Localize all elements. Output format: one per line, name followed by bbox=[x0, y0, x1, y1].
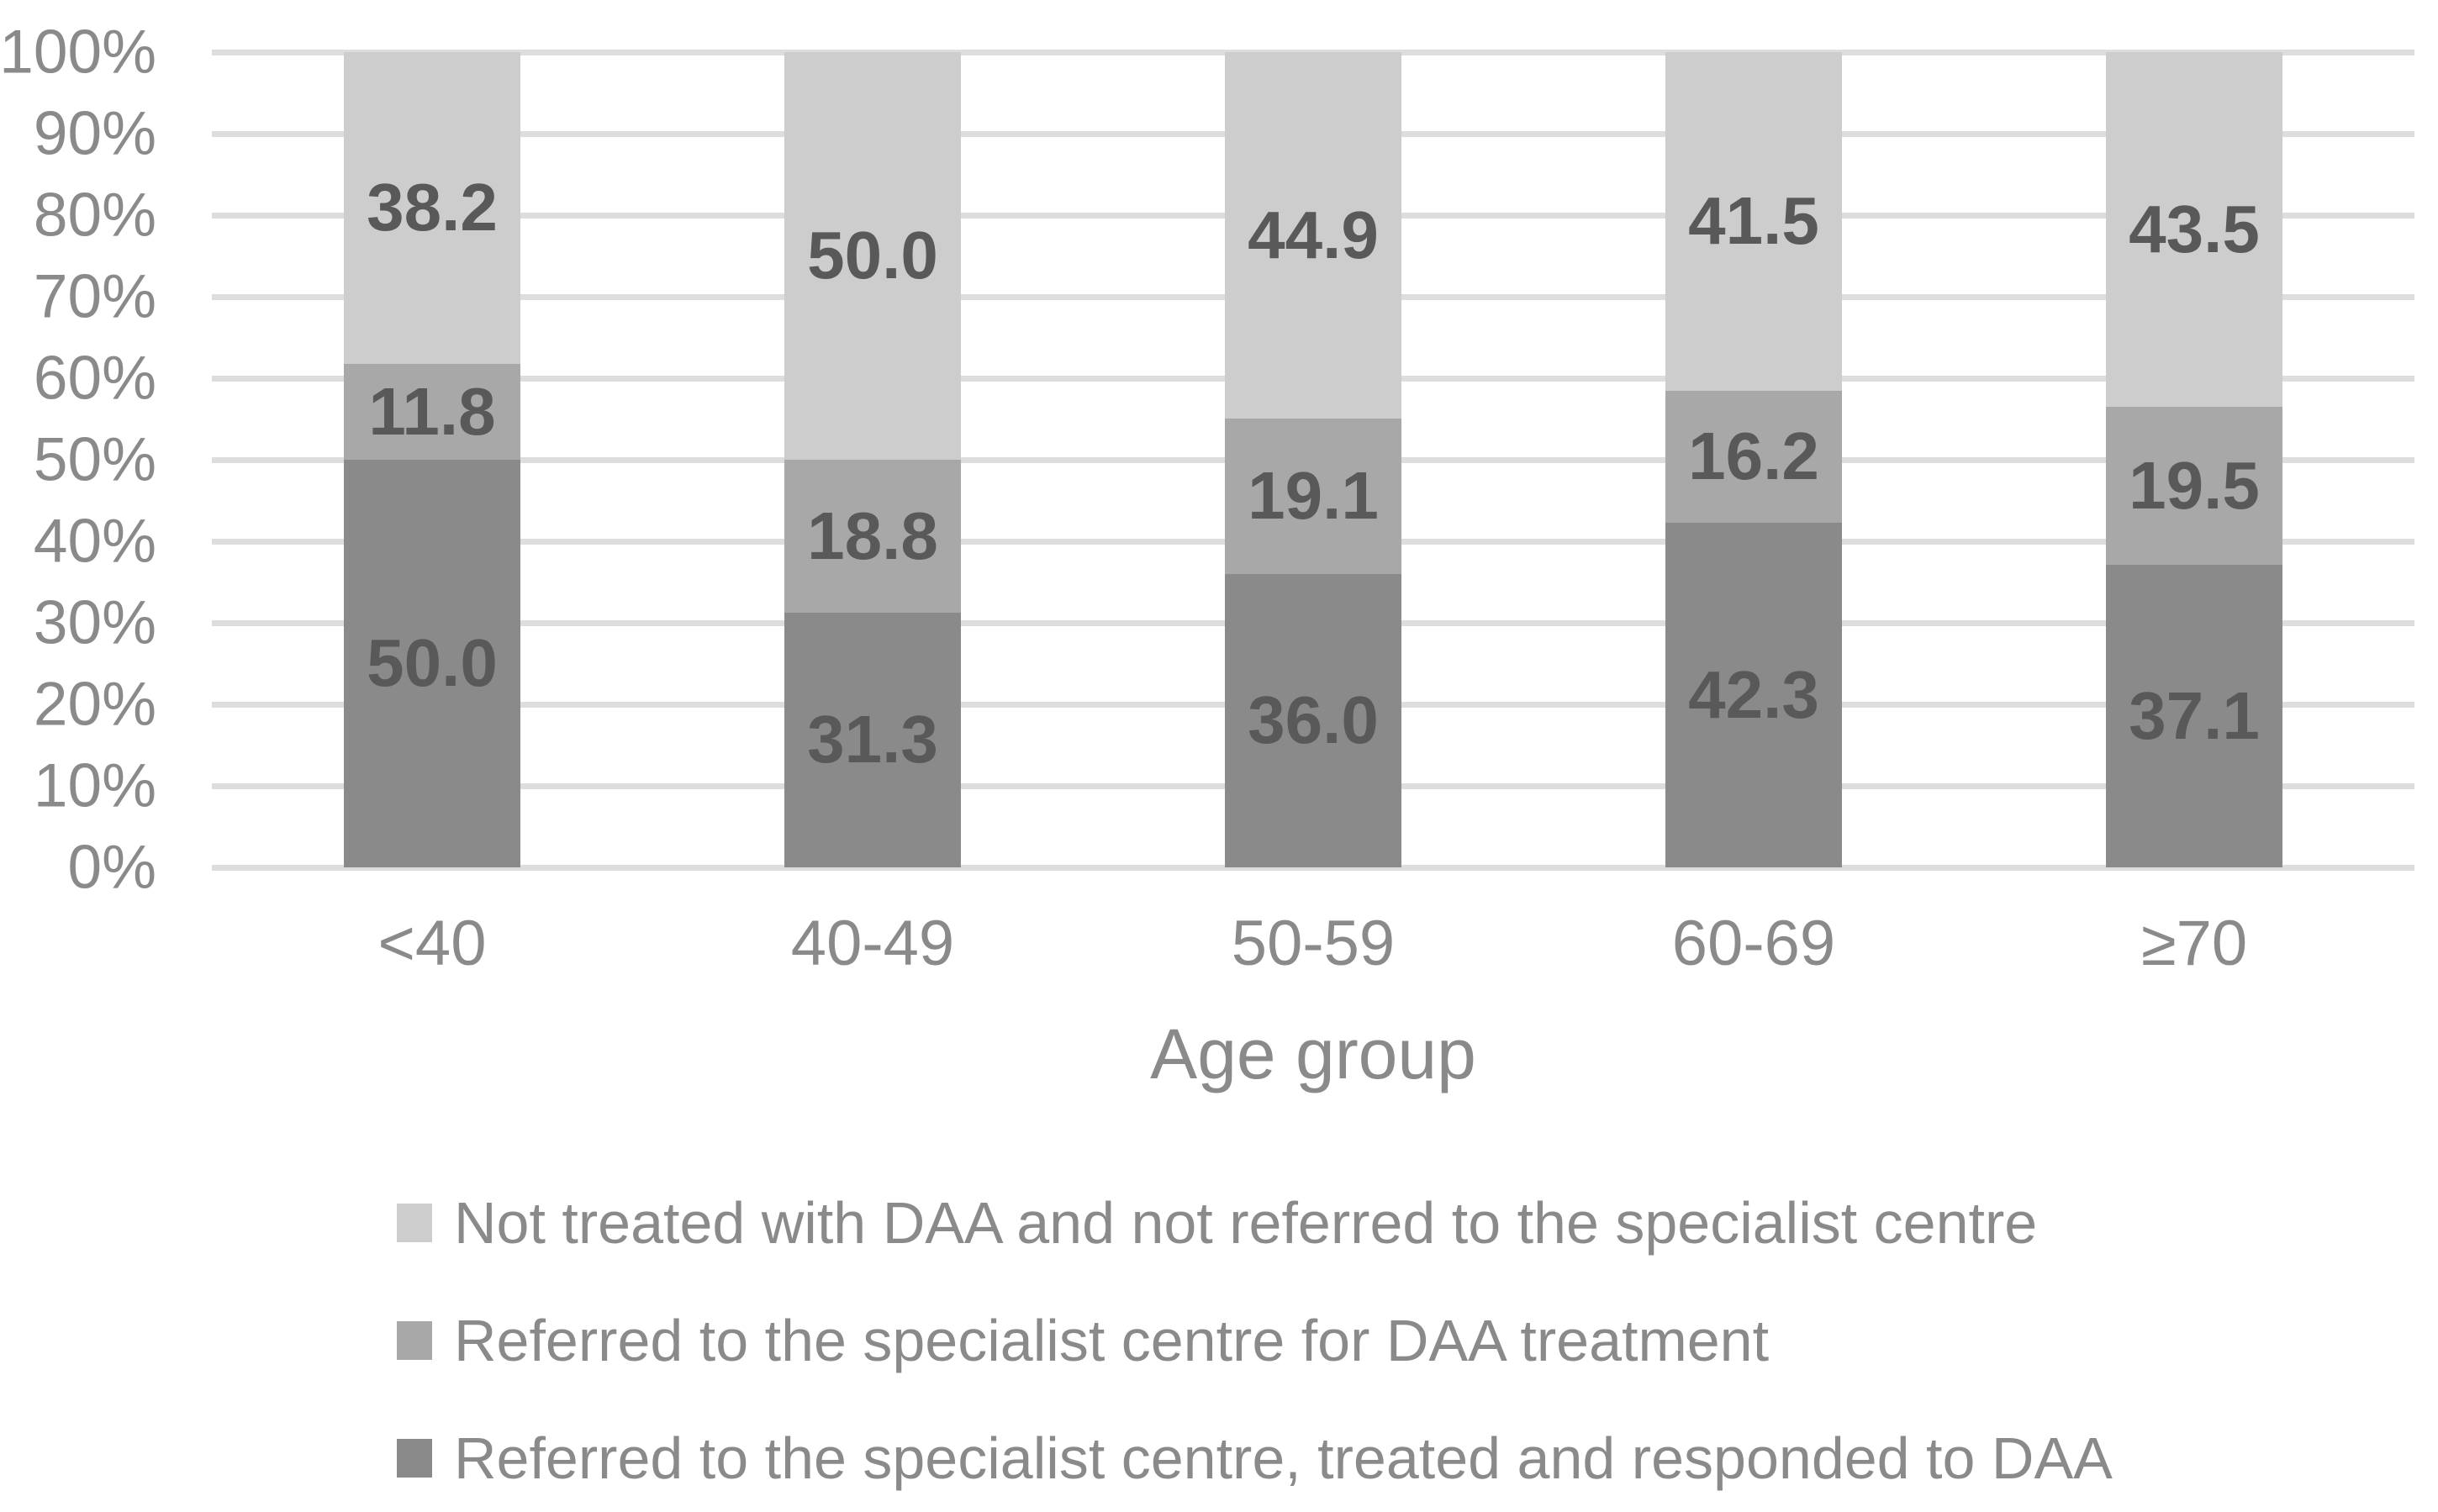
gridline bbox=[212, 864, 2414, 871]
legend-label: Not treated with DAA and not referred to… bbox=[454, 1190, 2038, 1256]
bar-<40: 38.2 11.8 50.0 bbox=[344, 52, 520, 867]
x-axis-tick-label: ≥70 bbox=[2140, 908, 2248, 979]
legend-item: Referred to the specialist centre, treat… bbox=[397, 1422, 2113, 1494]
x-axis-tick-label: 50-59 bbox=[1231, 908, 1396, 979]
legend: Not treated with DAA and not referred to… bbox=[397, 1187, 2113, 1512]
legend-marker-icon bbox=[397, 1321, 432, 1360]
data-label: 44.9 bbox=[1248, 197, 1379, 272]
y-axis-tick-label: 0% bbox=[67, 833, 156, 902]
data-label: 37.1 bbox=[2129, 678, 2260, 754]
plot-area: 38.2 11.8 50.0 50.0 18.8 31.3 44.9 19.1 36.0 41.5… bbox=[212, 49, 2414, 871]
data-label: 38.2 bbox=[367, 170, 498, 245]
data-label: 31.3 bbox=[807, 702, 938, 777]
data-label: 36.0 bbox=[1248, 682, 1379, 758]
data-label: 16.2 bbox=[1688, 419, 1819, 494]
bar-segment: 50.0 bbox=[344, 459, 520, 867]
data-label: 11.8 bbox=[368, 373, 496, 449]
data-label: 43.5 bbox=[2129, 191, 2260, 266]
y-axis-tick-label: 30% bbox=[33, 588, 156, 657]
bar-segment: 44.9 bbox=[1225, 52, 1401, 419]
data-label: 41.5 bbox=[1688, 183, 1819, 259]
y-axis-tick-label: 60% bbox=[33, 344, 156, 413]
bar-segment: 41.5 bbox=[1665, 52, 1842, 391]
bar-segment: 42.3 bbox=[1665, 522, 1842, 867]
bar-segment: 50.0 bbox=[784, 52, 961, 460]
y-axis-tick-label: 80% bbox=[33, 181, 156, 250]
x-axis-tick-label: 40-49 bbox=[790, 908, 955, 979]
bar-segment: 31.3 bbox=[784, 612, 961, 867]
y-axis-tick-label: 70% bbox=[33, 262, 156, 331]
bar-≥70: 43.5 19.5 37.1 bbox=[2106, 52, 2282, 867]
x-axis-title: Age group bbox=[1150, 1014, 1476, 1093]
bar-40-49: 50.0 18.8 31.3 bbox=[784, 52, 961, 867]
legend-item: Referred to the specialist centre for DA… bbox=[397, 1304, 2113, 1377]
bar-segment: 36.0 bbox=[1225, 573, 1401, 867]
data-label: 50.0 bbox=[807, 218, 938, 293]
y-axis-tick-label: 20% bbox=[33, 670, 156, 739]
data-label: 18.8 bbox=[807, 498, 938, 573]
bar-segment: 19.1 bbox=[1225, 418, 1401, 574]
bar-segment: 11.8 bbox=[344, 363, 520, 460]
data-label: 19.5 bbox=[2129, 447, 2260, 523]
bar-segment: 16.2 bbox=[1665, 390, 1842, 523]
y-axis-tick-label: 10% bbox=[33, 751, 156, 820]
y-axis-tick-label: 90% bbox=[33, 99, 156, 168]
bar-segment: 43.5 bbox=[2106, 52, 2282, 407]
bar-segment: 38.2 bbox=[344, 52, 520, 364]
legend-label: Referred to the specialist centre, treat… bbox=[454, 1425, 2113, 1491]
data-label: 50.0 bbox=[367, 625, 498, 701]
y-axis-tick-label: 40% bbox=[33, 507, 156, 576]
legend-marker-icon bbox=[397, 1204, 432, 1242]
bar-segment: 18.8 bbox=[784, 459, 961, 613]
y-axis-tick-label: 50% bbox=[33, 425, 156, 494]
x-axis-tick-label: <40 bbox=[377, 908, 487, 979]
legend-item: Not treated with DAA and not referred to… bbox=[397, 1187, 2113, 1259]
y-axis-tick-label: 100% bbox=[0, 18, 156, 87]
x-axis-tick-label: 60-69 bbox=[1671, 908, 1836, 979]
y-axis: 100% 90% 80% 70% 60% 50% 40% 30% 20% 10% 0% bbox=[0, 22, 178, 898]
bar-segment: 19.5 bbox=[2106, 406, 2282, 566]
bar-60-69: 41.5 16.2 42.3 bbox=[1665, 52, 1842, 867]
legend-label: Referred to the specialist centre for DA… bbox=[454, 1308, 1770, 1373]
bar-segment: 37.1 bbox=[2106, 565, 2282, 867]
data-label: 42.3 bbox=[1688, 656, 1819, 732]
bar-50-59: 44.9 19.1 36.0 bbox=[1225, 52, 1401, 867]
legend-marker-icon bbox=[397, 1439, 432, 1478]
data-label: 19.1 bbox=[1248, 458, 1379, 534]
